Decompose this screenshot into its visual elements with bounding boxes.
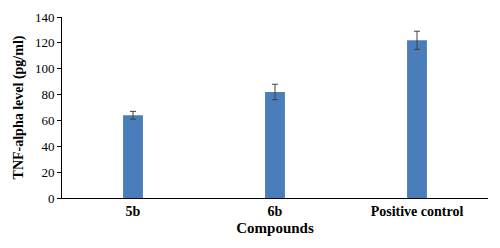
svg-text:Positive control: Positive control bbox=[371, 204, 464, 219]
svg-text:0: 0 bbox=[48, 191, 55, 206]
svg-text:20: 20 bbox=[41, 165, 54, 180]
svg-text:40: 40 bbox=[41, 139, 54, 154]
svg-text:6b: 6b bbox=[268, 204, 283, 219]
svg-text:120: 120 bbox=[35, 35, 55, 50]
svg-text:100: 100 bbox=[35, 61, 55, 76]
svg-text:TNF-alpha level (pg/ml): TNF-alpha level (pg/ml) bbox=[11, 35, 27, 179]
svg-text:140: 140 bbox=[35, 10, 55, 25]
svg-text:5b: 5b bbox=[126, 204, 141, 219]
svg-text:80: 80 bbox=[41, 87, 54, 102]
svg-text:Compounds: Compounds bbox=[236, 220, 314, 236]
svg-text:60: 60 bbox=[41, 113, 54, 128]
